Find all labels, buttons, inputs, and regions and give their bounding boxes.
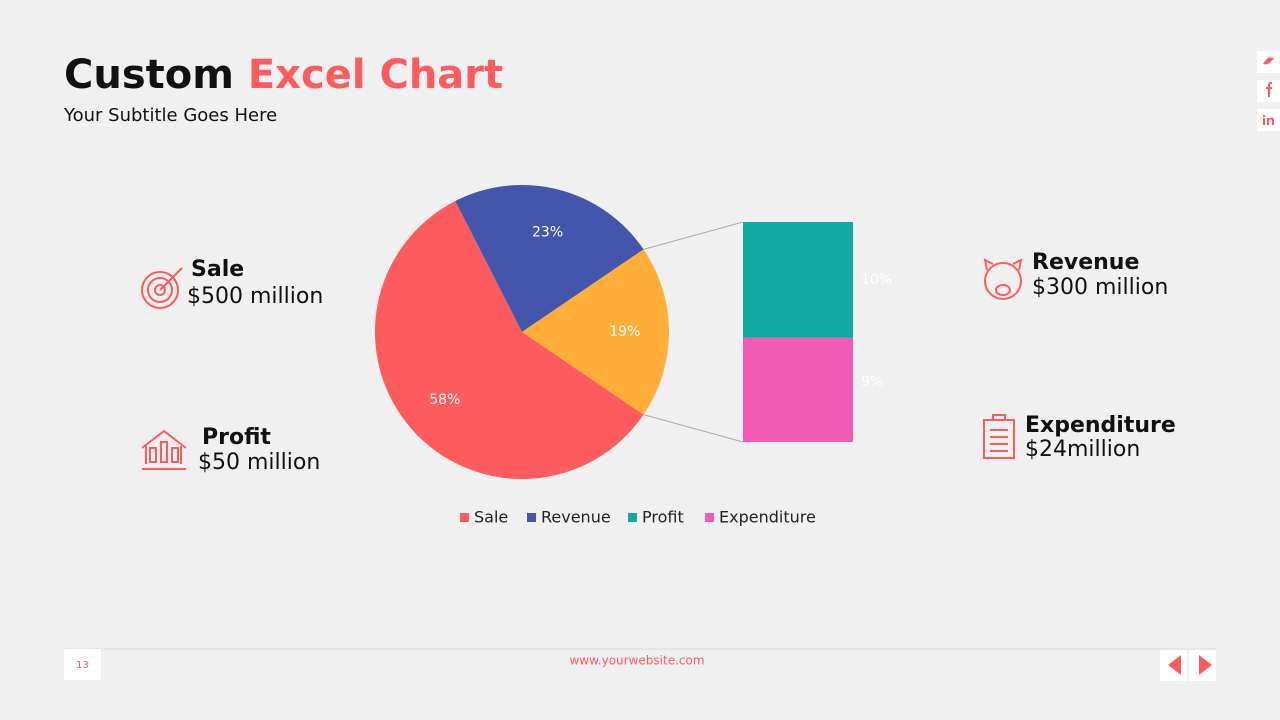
legend-swatch: [527, 513, 536, 522]
pie-slice: [455, 185, 644, 332]
stat-value: $300 million: [1032, 275, 1168, 300]
data-label: 19%: [609, 324, 640, 340]
pie-slice: [522, 249, 669, 415]
stat-value: $50 million: [198, 450, 320, 475]
data-label: 9%: [861, 374, 883, 390]
pie-slice: [374, 201, 644, 480]
legend-label: Revenue: [541, 508, 611, 527]
stats: Sale $500 million Profit $50 million Rev…: [187, 250, 1176, 475]
subtitle: Your Subtitle Goes Here: [63, 105, 277, 126]
connector: [643, 221, 744, 250]
stat-title: Profit: [202, 425, 271, 450]
stat-title: Expenditure: [1025, 413, 1176, 438]
legend-label: Expenditure: [719, 508, 816, 527]
stat-value: $500 million: [187, 284, 323, 309]
website: www.yourwebsite.com: [569, 654, 704, 668]
title-accent: Excel Chart: [248, 52, 503, 98]
data-label: 58%: [429, 392, 460, 408]
legend-label: Profit: [642, 508, 684, 527]
bar-segment: [743, 337, 853, 442]
legend-swatch: [628, 513, 637, 522]
data-label: 10%: [861, 272, 892, 288]
legend-label: Sale: [474, 508, 508, 527]
social-icons: [1257, 51, 1280, 131]
bar-segment: [743, 222, 853, 338]
stat-icons: [141, 258, 1023, 470]
stat-title: Revenue: [1032, 250, 1139, 275]
connector: [643, 414, 744, 443]
legend-swatch: [705, 513, 714, 522]
stat-value: $24million: [1025, 437, 1140, 462]
title-lead: Custom: [64, 52, 234, 98]
stat-title: Sale: [191, 257, 244, 282]
data-label: 23%: [532, 224, 563, 240]
legend-swatch: [460, 513, 469, 522]
page-box: [64, 649, 101, 680]
page-number: 13: [76, 660, 89, 671]
title: Custom Excel Chart: [64, 52, 503, 98]
